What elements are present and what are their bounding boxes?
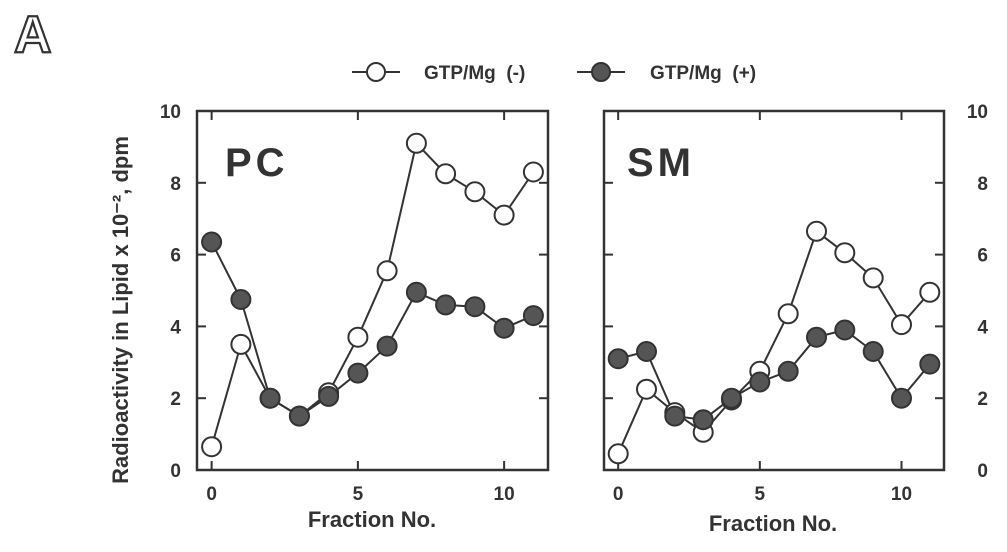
data-point-sm-gtp-plus-4	[721, 387, 742, 409]
data-point-sm-gtp-plus-3	[692, 409, 714, 431]
x-tick-label-pc-10: 10	[494, 484, 515, 505]
data-point-sm-gtp-plus-1	[636, 341, 657, 362]
legend-label-open: GTP/Mg (-)	[424, 63, 525, 84]
y-tick-label-sm-4: 4	[977, 317, 988, 338]
data-point-pc-gtp-plus-10	[493, 317, 515, 339]
y-tick-label-pc-2: 2	[170, 389, 181, 410]
data-point-sm-gtp-plus-8	[834, 319, 856, 341]
data-point-sm-gtp-minus-9	[862, 267, 884, 289]
data-point-pc-gtp-minus-5	[347, 326, 369, 348]
data-point-pc-gtp-plus-6	[376, 335, 398, 357]
series-line-pc-gtp-plus	[210, 241, 534, 418]
data-point-sm-gtp-plus-0	[607, 348, 629, 370]
data-point-pc-gtp-plus-1	[230, 289, 252, 310]
y-tick-label-sm-6: 6	[977, 246, 988, 267]
data-point-sm-gtp-minus-0	[607, 443, 629, 465]
data-point-sm-gtp-plus-2	[664, 405, 686, 427]
y-axis-label: Radioactivity in Lipid x 10⁻², dpm	[108, 136, 133, 484]
data-point-sm-gtp-minus-7	[806, 220, 827, 242]
legend-marker-filled	[591, 62, 611, 82]
data-point-pc-gtp-plus-5	[347, 362, 369, 384]
data-point-sm-gtp-minus-1	[636, 378, 657, 400]
data-point-pc-gtp-minus-7	[405, 132, 427, 154]
y-tick-label-pc-6: 6	[170, 246, 181, 267]
data-point-pc-gtp-plus-9	[464, 296, 486, 318]
y-tick-label-pc-4: 4	[170, 317, 181, 338]
x-axis-label-pc: Fraction No.	[308, 507, 436, 532]
data-point-sm-gtp-plus-10	[891, 387, 912, 409]
x-tick-label-pc-5: 5	[353, 484, 364, 505]
y-tick-label-sm-8: 8	[977, 174, 988, 195]
data-point-pc-gtp-minus-9	[464, 181, 486, 203]
y-tick-label-sm-2: 2	[977, 389, 988, 410]
panel-title-pc: PC	[225, 141, 289, 185]
data-point-pc-gtp-plus-2	[259, 387, 281, 409]
x-axis-label-sm: Fraction No.	[709, 511, 837, 536]
data-point-pc-gtp-minus-8	[435, 163, 457, 185]
y-tick-label-pc-0: 0	[170, 461, 181, 482]
x-tick-label-sm-5: 5	[755, 484, 766, 505]
legend: GTP/Mg (-) GTP/Mg (+)	[352, 62, 756, 84]
data-point-pc-gtp-minus-1	[230, 333, 252, 355]
data-point-pc-gtp-plus-7	[405, 281, 427, 303]
data-point-pc-gtp-minus-6	[376, 260, 398, 282]
legend-marker-open	[366, 62, 386, 82]
data-point-pc-gtp-plus-11	[522, 305, 544, 327]
data-point-pc-gtp-minus-0	[201, 436, 223, 458]
x-tick-label-sm-10: 10	[891, 484, 912, 505]
data-point-pc-gtp-minus-11	[522, 161, 544, 183]
data-point-pc-gtp-plus-8	[435, 294, 457, 316]
data-point-sm-gtp-plus-11	[919, 353, 941, 375]
data-point-pc-gtp-plus-4	[318, 385, 340, 407]
x-tick-label-sm-0: 0	[613, 484, 624, 505]
series-line-pc-gtp-minus	[210, 141, 535, 447]
data-point-sm-gtp-plus-9	[862, 341, 884, 362]
data-point-pc-gtp-minus-10	[493, 204, 515, 226]
data-point-sm-gtp-plus-5	[749, 371, 771, 393]
chart-panel-sm: SM Fraction No. 0 5 10 0 2 4 6 8 10	[602, 102, 988, 536]
data-point-sm-gtp-minus-10	[891, 314, 912, 336]
series-line-sm-gtp-minus	[617, 229, 931, 455]
chart-panel-pc: PC Fraction No. 0 5 10 0 2 4 6 8 10	[160, 102, 550, 532]
y-tick-label-pc-10: 10	[160, 102, 181, 123]
data-point-sm-gtp-minus-11	[919, 281, 941, 303]
data-point-sm-gtp-minus-6	[777, 303, 799, 325]
panel-title-sm: SM	[627, 141, 695, 185]
data-point-pc-gtp-plus-0	[201, 231, 223, 253]
panel-label: A	[14, 6, 52, 64]
y-tick-label-pc-8: 8	[170, 174, 181, 195]
y-tick-label-sm-10: 10	[967, 102, 988, 123]
plot-frame-pc	[195, 109, 550, 472]
data-point-sm-gtp-plus-7	[806, 326, 827, 348]
plot-frame-sm	[602, 109, 946, 472]
x-tick-label-pc-0: 0	[206, 484, 217, 505]
legend-label-filled: GTP/Mg (+)	[650, 63, 756, 84]
data-point-pc-gtp-plus-3	[288, 405, 310, 427]
y-tick-label-sm-0: 0	[977, 461, 988, 482]
data-point-sm-gtp-minus-8	[834, 242, 856, 264]
data-point-sm-gtp-plus-6	[777, 360, 799, 382]
